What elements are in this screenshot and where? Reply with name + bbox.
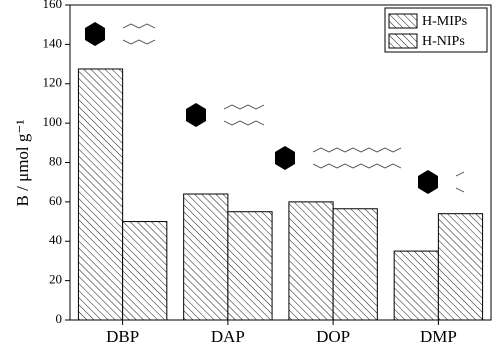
legend-swatch <box>388 33 418 49</box>
structure-dbp <box>85 16 156 52</box>
x-tick-label: DMP <box>420 327 457 346</box>
x-tick-label: DAP <box>211 327 245 346</box>
y-tick-label: 20 <box>49 272 62 287</box>
bar <box>183 193 229 321</box>
y-tick-label: 140 <box>43 35 63 50</box>
structure-dap <box>186 97 265 133</box>
x-tick-label: DOP <box>316 327 350 346</box>
y-tick-label: 0 <box>56 311 63 326</box>
y-tick-label: 100 <box>43 114 63 129</box>
bar <box>122 221 168 321</box>
y-tick-label: 80 <box>49 153 62 168</box>
y-tick-label: 160 <box>43 0 63 11</box>
bar <box>288 201 334 321</box>
legend-swatch <box>388 13 418 29</box>
y-axis-label: B / μmol g⁻¹ <box>13 120 32 207</box>
y-tick-label: 120 <box>43 75 63 90</box>
structure-dmp <box>418 164 465 200</box>
y-tick-label: 60 <box>49 193 62 208</box>
bar <box>332 208 378 321</box>
bar <box>77 68 124 321</box>
structure-dop <box>275 140 402 176</box>
x-tick-label: DBP <box>106 327 139 346</box>
legend-label: H-MIPs <box>422 14 467 29</box>
y-tick-label: 40 <box>49 232 62 247</box>
bar <box>227 211 273 321</box>
bar <box>437 213 484 321</box>
bar <box>393 250 439 321</box>
legend-label: H-NIPs <box>422 34 465 49</box>
